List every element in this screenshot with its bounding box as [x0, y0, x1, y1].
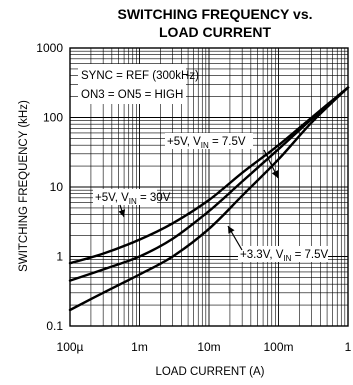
series-5v-vin7p5-line [68, 86, 350, 282]
conditions-backdrop [78, 64, 186, 104]
series-3v3-vin7p5-line [68, 86, 350, 312]
series-5v-vin7p5-leader-arrowhead [271, 170, 278, 178]
x-axis-label: LOAD CURRENT (A) [155, 366, 264, 378]
series-5v-vin30-leader-arrowhead [118, 209, 126, 217]
y-tick-label: 1000 [36, 41, 63, 55]
series-5v-vin7p5-label-backdrop [165, 133, 253, 149]
series-3v3-vin7p5-leader-arrowhead [228, 226, 235, 234]
series-3v3-vin7p5-label: +3.3V, VIN = 7.5V [240, 249, 328, 263]
condition-sync-label: SYNC = REF (300kHz) [81, 70, 199, 82]
y-tick-label: 0.1 [46, 319, 63, 333]
condition-on-label: ON3 = ON5 = HIGH [81, 89, 183, 101]
series-5v-vin30-label-backdrop [93, 189, 157, 205]
x-tick-label: 100µ [57, 340, 84, 354]
y-tick-label: 1 [56, 250, 63, 264]
series-5v-vin30-line [68, 86, 350, 265]
y-tick-label: 100 [43, 111, 63, 125]
y-axis-label: SWITCHING FREQUENCY (kHz) [18, 100, 30, 272]
x-tick-label: 1m [131, 340, 148, 354]
x-tick-label: 1 [345, 340, 352, 354]
x-tick-label: 100m [263, 340, 293, 354]
series-5v-vin7p5-label: +5V, VIN = 7.5V [167, 136, 246, 150]
plot-frame [69, 47, 349, 327]
chart-title-line-2: LOAD CURRENT [159, 24, 271, 40]
x-tick-label: 10m [197, 340, 220, 354]
chart-title-line-1: SWITCHING FREQUENCY vs. [118, 6, 313, 22]
series-3v3-vin7p5-label-backdrop [238, 246, 328, 262]
y-tick-label: 10 [50, 180, 64, 194]
series-5v-vin30-label: +5V, VIN = 30V [95, 192, 171, 206]
